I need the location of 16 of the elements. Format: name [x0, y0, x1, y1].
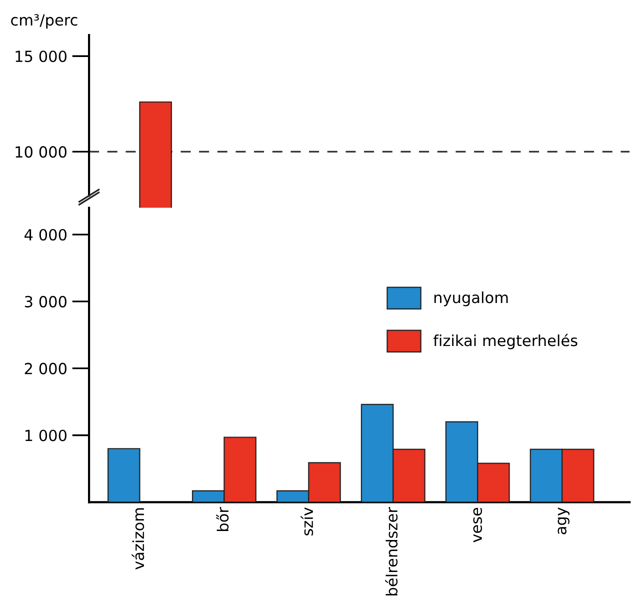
- y-tick-label: 1 000: [25, 430, 66, 442]
- x-tick-label: vázizom: [132, 508, 144, 570]
- legend-label: nyugalom: [434, 291, 508, 306]
- bar: [107, 448, 140, 502]
- x-tick-label: agy: [558, 507, 570, 534]
- y-tick-label: 15 000: [16, 50, 66, 62]
- y-tick-label: 3 000: [24, 296, 66, 308]
- x-tick-label: bélrendszer: [385, 507, 398, 596]
- y-tick-label: 10 000: [16, 146, 66, 158]
- y-tick-label: 4 000: [24, 228, 66, 241]
- x-tick-label: bőr: [216, 507, 229, 531]
- x-tick-label: szív: [300, 507, 314, 536]
- y-axis-title: cm³/perc: [11, 14, 78, 29]
- x-tick-label: vese: [473, 508, 482, 542]
- y-tick-label: 2 000: [24, 362, 66, 374]
- legend-label: fizikai megterhelés: [433, 334, 578, 350]
